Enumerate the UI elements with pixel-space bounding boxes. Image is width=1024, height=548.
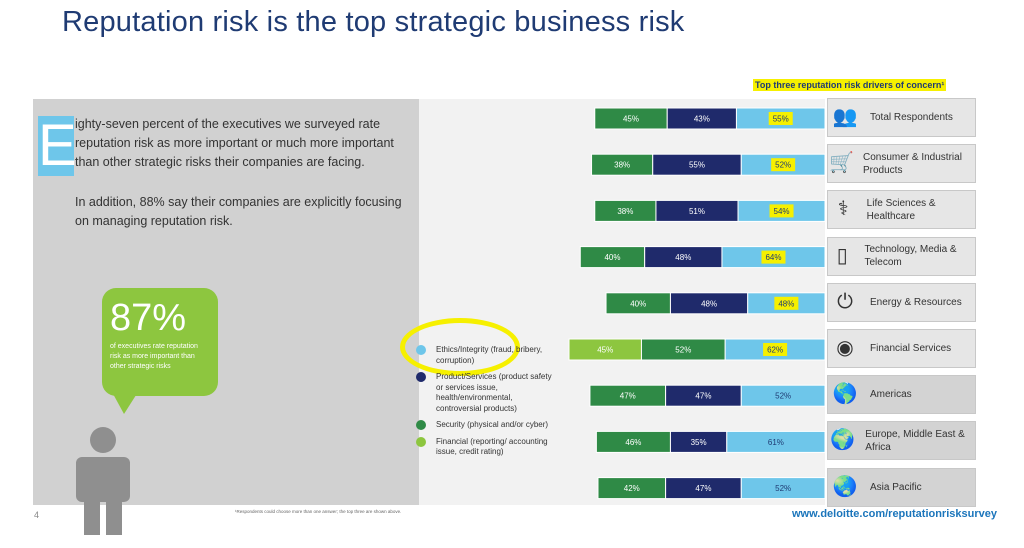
intro-paragraph-2: In addition, 88% say their companies are… — [75, 195, 402, 228]
outlet-icon: ⏻ — [837, 290, 853, 313]
phone-icon: ▯ — [836, 244, 848, 267]
cart-icon: 🛒 — [829, 152, 854, 175]
category-row: 🌎 Americas — [827, 375, 976, 415]
legend-label: Financial (reporting/ accounting issue, … — [436, 436, 548, 457]
bar-segment-ethics — [726, 430, 826, 453]
person-icon — [76, 427, 130, 535]
asia-pacific-map-icon: 🌏 — [832, 475, 858, 498]
legend-swatch — [416, 345, 426, 355]
category-row: ◉ Financial Services — [827, 329, 976, 368]
value-highlight — [763, 343, 788, 356]
category-row: 👥 Total Respondents — [827, 98, 976, 137]
data-label: 45% — [597, 346, 613, 355]
category-row: 🌏 Asia Pacific — [827, 467, 976, 507]
category-label: Energy & Resources — [870, 296, 962, 308]
dropcap: E — [38, 113, 77, 178]
data-label: 48% — [675, 253, 691, 262]
data-label: 42% — [624, 484, 640, 493]
category-label: Europe, Middle East & Africa — [865, 428, 965, 453]
data-label: 38% — [617, 207, 633, 216]
page-title: Reputation risk is the top strategic bus… — [62, 6, 685, 38]
data-label: 54% — [774, 207, 790, 216]
legend-item: Product/Services (product safety or serv… — [414, 372, 554, 414]
data-label: 47% — [695, 484, 711, 493]
page-number: 4 — [34, 510, 40, 520]
data-label: 47% — [620, 392, 636, 401]
callout-text: of executives rate reputation risk as mo… — [110, 343, 198, 370]
bar-segment-ethics — [740, 477, 826, 500]
category-label: Consumer & Industrial Products — [862, 151, 962, 176]
coins-icon: ◉ — [836, 337, 854, 359]
data-label: 45% — [623, 115, 639, 124]
data-label: 64% — [765, 253, 781, 262]
category-label: Technology, Media & Telecom — [864, 244, 957, 269]
legend-label: Ethics/Integrity (fraud, bribery, corrup… — [436, 345, 543, 365]
data-label: 52% — [775, 484, 791, 493]
value-highlight — [769, 204, 794, 218]
data-label: 52% — [775, 392, 791, 401]
highlight-circle — [400, 318, 520, 376]
legend-label: Security (physical and/or cyber) — [436, 420, 549, 429]
legend-item: Ethics/Integrity (fraud, bribery, corrup… — [414, 345, 554, 366]
value-highlight — [771, 158, 796, 172]
data-label: 40% — [604, 253, 620, 262]
category-label: Asia Pacific — [870, 481, 922, 493]
data-label: 61% — [768, 438, 784, 447]
legend-item: Financial (reporting/ accounting issue, … — [414, 436, 554, 458]
footnote: ¹Respondents could choose more than one … — [235, 509, 402, 514]
category-row: ⏻ Energy & Resources — [827, 282, 976, 322]
callout-value: 87% — [110, 297, 187, 339]
data-label: 48% — [701, 299, 717, 308]
data-label: 38% — [614, 161, 630, 170]
value-highlight — [761, 250, 786, 264]
data-label: 52% — [675, 346, 691, 355]
category-row: 🛒 Consumer & Industrial Products — [827, 144, 976, 184]
legend-swatch — [416, 420, 426, 430]
callout-bubble: 87% of executives rate reputation risk a… — [102, 288, 218, 396]
legend-swatch — [416, 372, 426, 382]
data-label: 52% — [775, 161, 791, 170]
survey-link[interactable]: www.deloitte.com/reputationrisksurvey — [792, 508, 997, 520]
bar-segment-ethics — [740, 384, 826, 407]
category-row: ⚕ Life Sciences & Healthcare — [827, 190, 976, 230]
category-label: Americas — [870, 389, 912, 401]
category-row: 🌍 Europe, Middle East & Africa — [827, 421, 976, 461]
stethoscope-icon: ⚕ — [837, 198, 849, 221]
callout-tail — [112, 392, 138, 414]
data-label: 40% — [630, 299, 646, 308]
category-label: Financial Services — [870, 343, 952, 354]
data-label: 55% — [689, 161, 705, 170]
chart-title: Top three reputation risk drivers of con… — [753, 79, 947, 91]
category-label: Total Respondents — [870, 112, 953, 123]
legend-item: Security (physical and/or cyber) — [414, 420, 554, 431]
people-icon: 👥 — [832, 106, 858, 128]
data-label: 43% — [694, 115, 710, 124]
legend-label: Product/Services (product safety or serv… — [436, 372, 552, 413]
intro-paragraph: ighty-seven percent of the executives we… — [75, 117, 394, 169]
data-label: 35% — [691, 438, 707, 447]
value-highlight — [768, 112, 793, 125]
category-label: Life Sciences & Healthcare — [866, 197, 936, 222]
data-label: 47% — [695, 392, 711, 401]
value-highlight — [774, 296, 799, 310]
data-label: 51% — [689, 207, 705, 216]
legend: Ethics/Integrity (fraud, bribery, corrup… — [414, 345, 554, 464]
data-label: 48% — [778, 299, 794, 308]
category-row: ▯ Technology, Media & Telecom — [827, 236, 976, 276]
emea-map-icon: 🌍 — [830, 429, 856, 452]
data-label: 55% — [773, 115, 789, 124]
data-label: 62% — [767, 346, 783, 355]
data-label: 46% — [625, 438, 641, 447]
americas-map-icon: 🌎 — [832, 383, 858, 406]
legend-swatch — [416, 436, 426, 447]
